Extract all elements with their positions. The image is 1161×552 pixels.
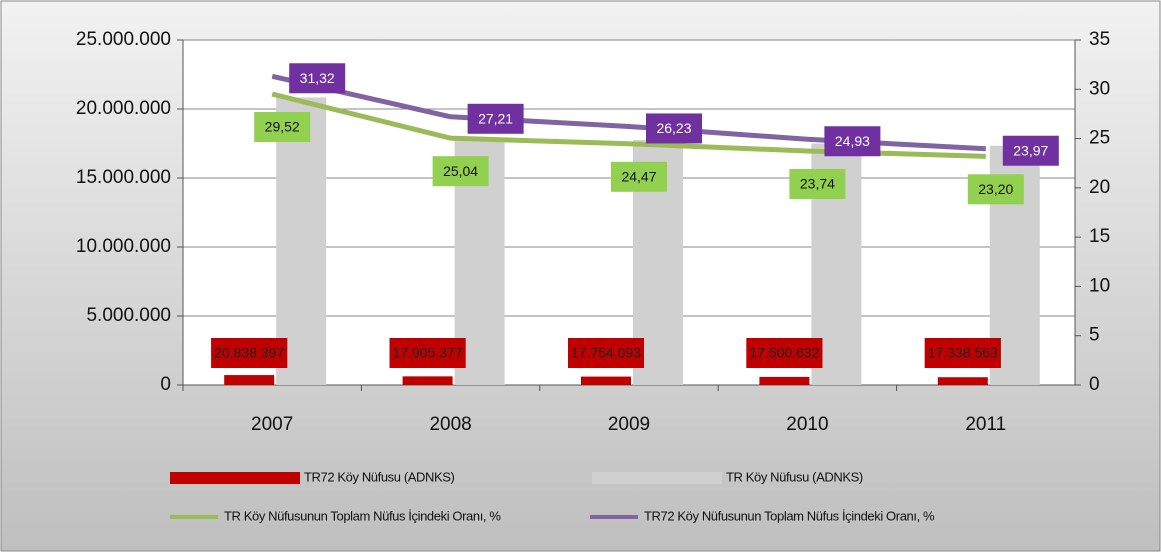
y-tick-label: 15.000.000	[76, 167, 171, 188]
y2-tick-label: 30	[1089, 78, 1110, 99]
bar	[402, 376, 453, 385]
x-tick-label: 2010	[786, 414, 828, 435]
y2-tick-label: 0	[1089, 374, 1100, 395]
line-label: 23,74	[800, 176, 835, 192]
bar-label-box	[568, 338, 644, 368]
bar-label-box	[211, 338, 288, 368]
legend-label: TR Köy Nüfusunun Toplam Nüfus İçindeki O…	[224, 508, 501, 523]
bar-label: 17.338.563	[928, 345, 998, 361]
legend-swatch	[170, 472, 300, 484]
x-tick-label: 2009	[608, 414, 650, 435]
line-label: 24,93	[835, 133, 870, 149]
line-label: 27,21	[478, 110, 513, 126]
line-label: 24,47	[621, 168, 656, 184]
bar	[937, 377, 988, 385]
bar-label-box	[746, 338, 823, 368]
line-label: 26,23	[656, 120, 691, 136]
bar-label: 17.500.632	[749, 345, 819, 361]
bar	[759, 376, 810, 385]
y-tick-label: 10.000.000	[76, 236, 171, 257]
line-label: 25,04	[443, 163, 478, 179]
line-label: 23,20	[978, 181, 1013, 197]
y2-tick-label: 20	[1089, 177, 1110, 198]
line-label-box	[254, 112, 311, 143]
bar	[224, 375, 275, 385]
y-tick-label: 20.000.000	[76, 98, 171, 119]
line-label: 29,52	[265, 119, 300, 135]
legend-label: TR72 Köy Nüfusu (ADNKS)	[304, 469, 455, 484]
x-tick-label: 2008	[429, 414, 471, 435]
line-label-box	[432, 156, 489, 187]
line-label-box	[611, 161, 667, 192]
line-label-box	[289, 63, 346, 94]
line-label-box	[467, 103, 524, 134]
y2-tick-label: 25	[1089, 128, 1110, 149]
line-label-box	[646, 113, 702, 144]
bar	[276, 97, 327, 386]
legend-label: TR Köy Nüfusu (ADNKS)	[726, 469, 863, 484]
line-label-box	[789, 168, 846, 199]
line-label-box	[967, 174, 1024, 205]
legend-label: TR72 Köy Nüfusunun Toplam Nüfus İçindeki…	[644, 508, 935, 523]
x-tick-label: 2011	[965, 414, 1006, 435]
y2-tick-label: 10	[1089, 275, 1110, 296]
y-tick-label: 25.000.000	[76, 29, 171, 50]
line-label-box	[1002, 135, 1059, 166]
bar-label-box	[924, 338, 1001, 368]
y2-tick-label: 5	[1089, 325, 1100, 346]
bar-label: 20.838.397	[214, 345, 284, 361]
line-label-box	[824, 126, 881, 157]
y2-tick-label: 15	[1089, 226, 1110, 247]
bar	[581, 376, 631, 385]
plot-area	[183, 40, 1075, 385]
y-tick-label: 5.000.000	[86, 305, 171, 326]
y-tick-label: 0	[160, 374, 171, 395]
line-label: 23,97	[1013, 142, 1048, 158]
y2-tick-label: 35	[1089, 29, 1110, 50]
bar-label: 17.905.377	[393, 345, 463, 361]
x-tick-label: 2007	[251, 414, 293, 435]
legend-swatch	[592, 472, 722, 484]
line-label: 31,32	[300, 70, 335, 86]
bar-label: 17.754.093	[571, 345, 641, 361]
bar-label-box	[389, 338, 466, 368]
